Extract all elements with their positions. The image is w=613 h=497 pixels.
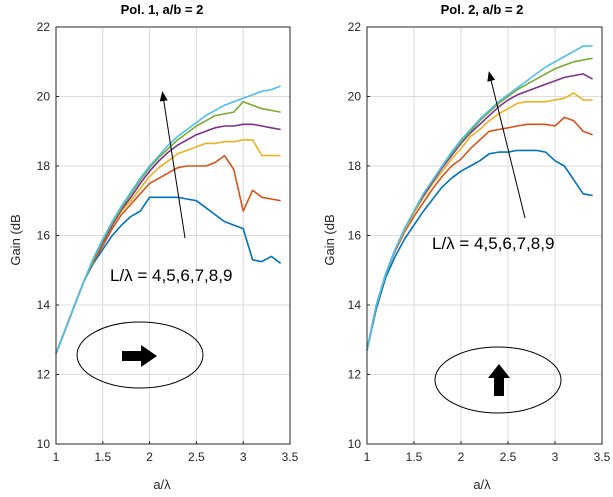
x-tick-label: 2 <box>458 450 465 464</box>
tick-labels: 1 1.5 2 2.5 3 3.5 10 12 14 16 18 20 22 <box>348 20 611 464</box>
y-tick-label: 10 <box>348 437 362 451</box>
x-axis-label: a/λ <box>153 477 171 492</box>
chart-title: Pol. 2, a/b = 2 <box>441 2 524 17</box>
series-line-1 <box>366 149 593 351</box>
series-line-6 <box>55 85 281 354</box>
y-tick-label: 18 <box>348 159 362 173</box>
annotation-text: L/λ = 4,5,6,7,8,9 <box>110 266 232 285</box>
tick-labels: 1 1.5 2 2.5 3 3.5 10 12 14 16 18 20 22 <box>37 20 299 464</box>
series-line-6 <box>366 45 593 351</box>
x-tick-label: 1.5 <box>94 450 111 464</box>
y-axis-label: Gain (dB <box>322 214 337 265</box>
y-axis-label-text: Gain (dB <box>8 214 23 265</box>
annotation-arrow <box>159 91 186 239</box>
axes-box <box>366 26 603 445</box>
x-tick-label: 1 <box>53 450 60 464</box>
y-axis-label: Gain (dB <box>8 214 23 265</box>
up-arrow-icon <box>488 364 510 396</box>
y-tick-label: 12 <box>37 368 51 382</box>
x-tick-label: 2.5 <box>500 450 517 464</box>
grid <box>55 26 291 445</box>
inset-ellipse <box>434 346 562 414</box>
y-tick-label: 14 <box>37 298 51 312</box>
right-arrow-icon <box>122 345 157 367</box>
axes-frame <box>55 26 291 445</box>
y-tick-label: 16 <box>348 229 362 243</box>
y-tick-label: 20 <box>37 90 51 104</box>
series-group <box>366 45 593 351</box>
x-tick-label: 1.5 <box>406 450 423 464</box>
chart-left: Pol. 1, a/b = 2 Gain (dB a/λ 1 1.5 2 2.5 3 3.… <box>8 2 299 492</box>
axes-frame <box>366 26 603 445</box>
x-axis-label: a/λ <box>473 477 491 492</box>
chart-title: Pol. 1, a/b = 2 <box>121 2 204 17</box>
y-tick-label: 22 <box>37 20 51 34</box>
y-tick-label: 14 <box>348 298 362 312</box>
annotation-text: L/λ = 4,5,6,7,8,9 <box>432 234 554 253</box>
y-tick-label: 12 <box>348 368 362 382</box>
x-tick-label: 2.5 <box>188 450 205 464</box>
y-tick-label: 18 <box>37 159 51 173</box>
x-tick-label: 3 <box>552 450 559 464</box>
y-tick-label: 22 <box>348 20 362 34</box>
x-tick-label: 3 <box>240 450 247 464</box>
y-tick-label: 10 <box>37 437 51 451</box>
series-group <box>55 85 282 354</box>
y-tick-label: 20 <box>348 90 362 104</box>
axes-box <box>55 26 291 445</box>
y-tick-label: 16 <box>37 229 51 243</box>
chart-right: Pol. 2, a/b = 2 Gain (dB a/λ 1 1.5 2 2.5 3 3.… <box>322 2 611 492</box>
x-tick-label: 3.5 <box>282 450 299 464</box>
x-tick-label: 1 <box>364 450 371 464</box>
annotation-arrow <box>487 71 526 219</box>
y-axis-label-text: Gain (dB <box>322 214 337 265</box>
inset-ellipse <box>76 321 204 389</box>
x-tick-label: 2 <box>146 450 153 464</box>
x-tick-label: 3.5 <box>594 450 611 464</box>
